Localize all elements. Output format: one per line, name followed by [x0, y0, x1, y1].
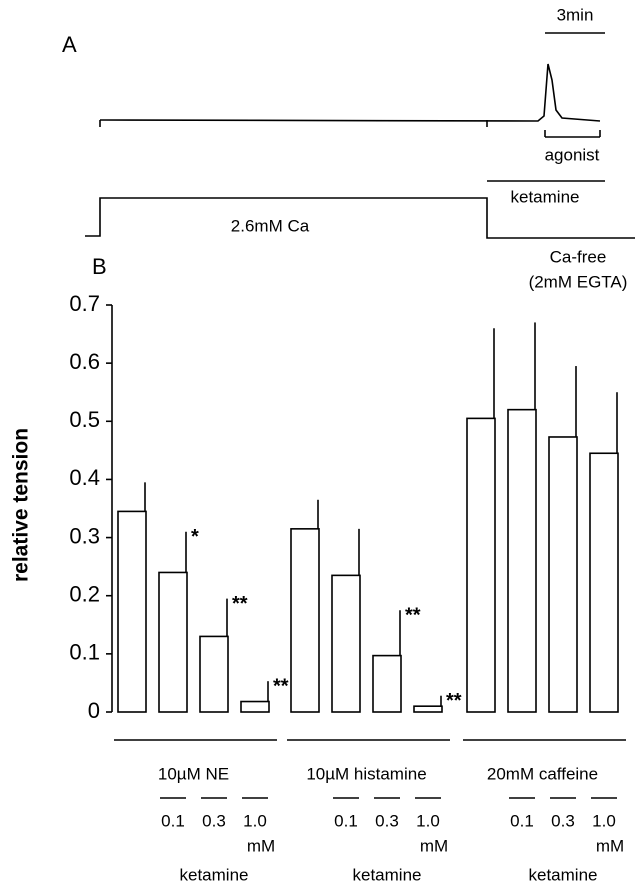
significance: **: [405, 605, 421, 627]
group-label: 10µM NE: [158, 764, 229, 783]
y-tick-label: 0.1: [69, 640, 100, 665]
agonist-label: agonist: [545, 145, 600, 164]
significance: **: [273, 675, 289, 697]
x-tick-label: 1.0: [416, 811, 440, 830]
x-tick-label: 1.0: [592, 811, 616, 830]
panel-label: A: [62, 32, 77, 57]
x-tick-label: 1.0: [243, 811, 267, 830]
significance: *: [191, 526, 199, 548]
bar: [290, 528, 320, 713]
ca-free-label: Ca-free: [550, 247, 607, 266]
y-tick-label: 0.4: [69, 465, 100, 490]
y-tick-label: 0.3: [69, 523, 100, 548]
group-label: 20mM caffeine: [487, 764, 598, 783]
panel-label: B: [92, 254, 107, 279]
significance: **: [446, 690, 462, 712]
unit-label: mM: [596, 836, 624, 855]
tension-trace: [99, 63, 601, 122]
bar: [199, 635, 229, 713]
significance: **: [232, 593, 248, 615]
x-tick-label: 0.3: [202, 811, 226, 830]
egta-label: (2mM EGTA): [529, 272, 628, 291]
unit-label: mM: [420, 836, 448, 855]
bar: [589, 452, 619, 713]
scale-label: 3min: [557, 5, 594, 24]
x-tick-label: 0.1: [334, 811, 358, 830]
bar: [372, 654, 402, 713]
bar: [507, 408, 537, 713]
y-tick-label: 0.6: [69, 349, 100, 374]
unit-label: mM: [247, 836, 275, 855]
ketamine-label: ketamine: [511, 187, 580, 206]
note-label: ketamine: [529, 865, 598, 884]
ca-label: 2.6mM Ca: [231, 216, 310, 235]
bar: [117, 510, 147, 713]
bar: [548, 436, 578, 713]
bar: [158, 571, 188, 713]
bar: [466, 417, 496, 713]
group-label: 10µM histamine: [306, 764, 426, 783]
note-label: ketamine: [353, 865, 422, 884]
bar: [413, 705, 443, 713]
x-tick-label: 0.1: [510, 811, 534, 830]
ca-protocol: [85, 197, 635, 239]
x-tick-label: 0.3: [551, 811, 575, 830]
y-axis-label: relative tension: [10, 428, 33, 582]
x-tick-label: 0.1: [161, 811, 185, 830]
note-label: ketamine: [180, 865, 249, 884]
y-tick-label: 0: [88, 698, 100, 723]
bar: [331, 574, 361, 713]
y-tick-label: 0.2: [69, 582, 100, 607]
y-tick-label: 0.5: [69, 407, 100, 432]
x-tick-label: 0.3: [375, 811, 399, 830]
bar: [240, 700, 270, 713]
y-tick-label: 0.7: [69, 291, 100, 316]
